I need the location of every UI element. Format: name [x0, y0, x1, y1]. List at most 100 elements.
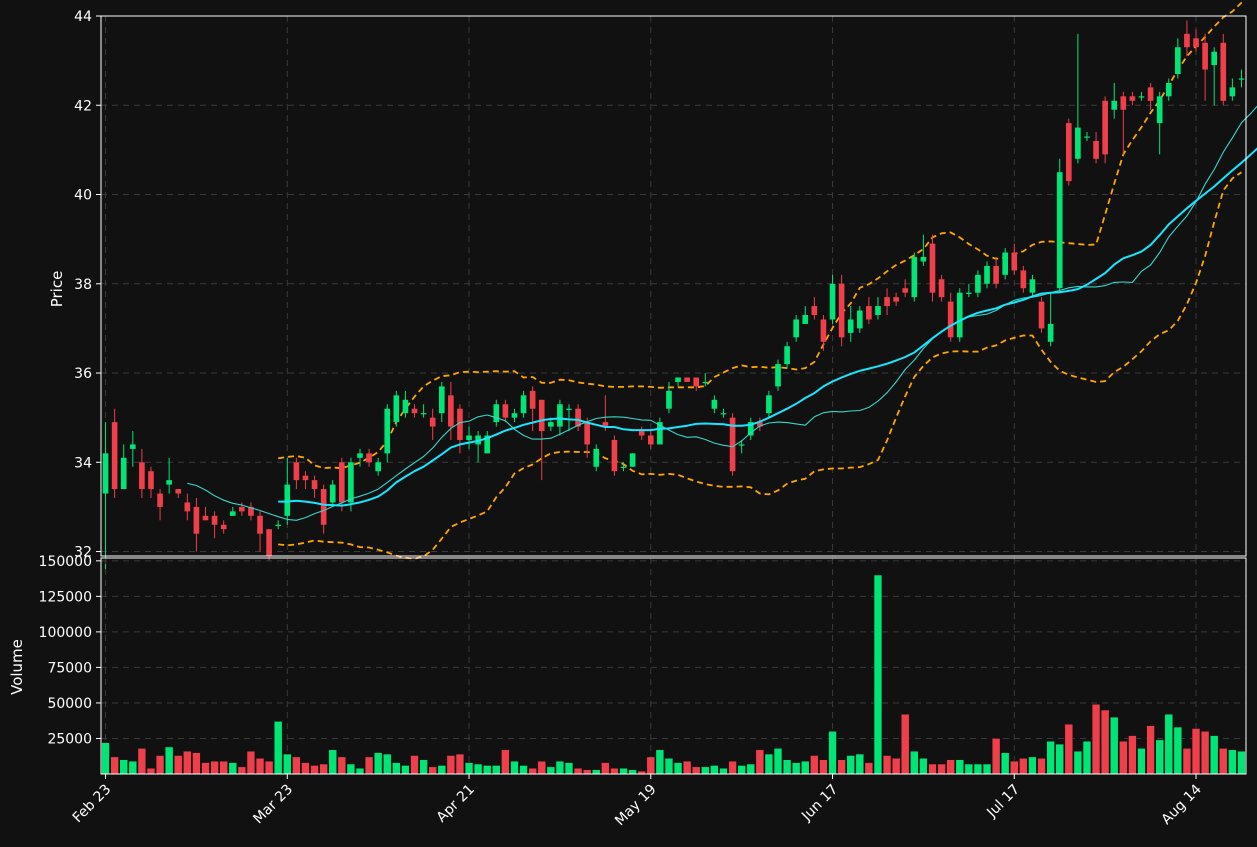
volume-bar [265, 761, 274, 775]
candle-body [1084, 136, 1090, 138]
volume-bar [937, 763, 946, 775]
volume-bar [1091, 704, 1101, 775]
candle [657, 417, 663, 445]
candle-body [720, 413, 727, 415]
volume-bar [165, 746, 174, 775]
candle-body [838, 283, 845, 338]
volume-axis-label: Volume [8, 639, 26, 695]
volume-bar [673, 762, 683, 775]
volume-bar [437, 765, 446, 775]
candle-body [1147, 87, 1154, 101]
volume-bar [410, 755, 419, 775]
candle-body [429, 417, 436, 427]
candle [220, 520, 227, 534]
candle [1093, 132, 1099, 164]
price-tick-label: 40 [74, 188, 92, 204]
volume-bar [228, 762, 237, 775]
candle-body [657, 422, 663, 445]
volume-bar [355, 768, 365, 775]
volume-bar [483, 765, 492, 775]
candle [429, 408, 436, 440]
candle-body [1075, 127, 1081, 159]
candle-body [220, 524, 227, 530]
candle [975, 270, 981, 298]
volume-bar [1191, 728, 1201, 775]
candle-body [248, 506, 254, 516]
candle-body [1229, 87, 1236, 97]
volume-bar [964, 763, 973, 775]
candle-body [629, 453, 636, 467]
candle [1020, 265, 1027, 293]
candle [638, 426, 645, 440]
candle [956, 288, 963, 342]
candle-body [929, 243, 936, 293]
volume-bar [492, 765, 501, 775]
volume-bar [1137, 748, 1146, 775]
candle-body [366, 453, 372, 463]
candle-body [148, 471, 154, 490]
candle-body [1238, 78, 1245, 80]
candle-body [448, 395, 454, 427]
volume-bar [782, 759, 792, 775]
volume-bar [946, 759, 955, 775]
candle [1165, 78, 1172, 101]
candle-body [1029, 279, 1036, 293]
candle-body [1129, 96, 1136, 101]
candle [1138, 91, 1145, 101]
candle-body [129, 444, 136, 449]
volume-bar [801, 761, 810, 775]
bollinger-upper-band [278, 0, 1246, 470]
candle-body [1065, 123, 1072, 182]
candle [566, 404, 572, 432]
volume-bar [1010, 761, 1019, 775]
volume-bar [910, 751, 919, 775]
volume-bar [446, 755, 455, 775]
volume-bar [1046, 741, 1055, 775]
candle-body [875, 306, 881, 316]
volume-bar [982, 763, 992, 775]
candle [257, 511, 263, 552]
volume-bar [746, 763, 755, 775]
candle [166, 457, 172, 494]
volume-tick-label: 75000 [47, 660, 92, 676]
candle-body [702, 381, 709, 384]
volume-bar [955, 759, 964, 775]
candle-body [484, 435, 491, 454]
volume-bar [255, 758, 265, 775]
moving-average-fast [187, 105, 1257, 521]
candle-body [293, 462, 300, 481]
candle [275, 520, 282, 530]
candle [629, 453, 636, 467]
candle-body [993, 265, 999, 284]
candle [920, 234, 927, 266]
candle [402, 390, 409, 418]
volume-bar [392, 762, 401, 775]
volume-bar [692, 766, 701, 775]
candle-body [357, 453, 363, 458]
volume-bar [1028, 756, 1037, 775]
volume-bar [1055, 743, 1064, 775]
volume-bar [455, 753, 465, 775]
volume-bar [1146, 725, 1155, 775]
volume-bar [882, 755, 892, 775]
volume-bar [537, 761, 546, 775]
volume-bar [792, 762, 801, 775]
candle-body [566, 408, 572, 410]
candle-body [1120, 96, 1127, 110]
candle-body [1165, 82, 1172, 97]
candle-body [111, 422, 118, 490]
candle [120, 444, 127, 490]
candle-body [975, 274, 981, 293]
candle [393, 390, 400, 427]
candle [329, 480, 336, 507]
candle-body [420, 413, 427, 415]
volume-bar [319, 763, 328, 775]
candle-body [548, 422, 554, 427]
candle [420, 404, 427, 418]
volume-bar [610, 768, 619, 775]
volume-bar [246, 751, 256, 775]
bollinger-bands [278, 0, 1246, 560]
candle-body [193, 506, 200, 534]
candle-body [1138, 96, 1145, 98]
